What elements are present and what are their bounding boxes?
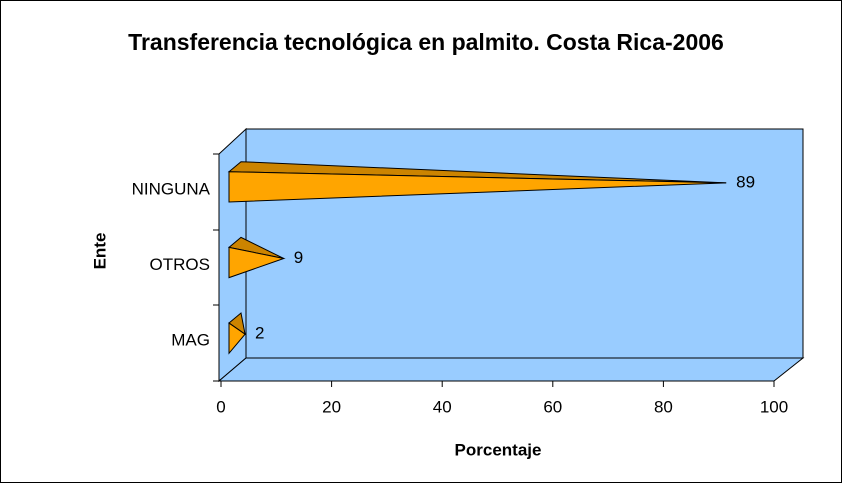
bar bbox=[227, 161, 727, 203]
chart-title: Transferencia tecnológica en palmito. Co… bbox=[128, 29, 724, 55]
x-tick-label: 100 bbox=[760, 397, 788, 416]
data-label: 2 bbox=[255, 324, 264, 343]
back-wall bbox=[245, 128, 804, 359]
data-label: 9 bbox=[294, 248, 303, 267]
x-axis-title: Porcentaje bbox=[455, 440, 542, 459]
x-tick-label: 60 bbox=[543, 397, 562, 416]
y-tick-label: OTROS bbox=[150, 255, 210, 274]
bar-front-face bbox=[228, 246, 286, 279]
x-tick-label: 40 bbox=[433, 397, 452, 416]
x-tick-label: 0 bbox=[216, 397, 225, 416]
y-tick-label: MAG bbox=[171, 331, 210, 350]
floor bbox=[217, 357, 805, 382]
bar bbox=[227, 236, 286, 279]
data-label: 89 bbox=[736, 172, 755, 191]
bar-front-face bbox=[228, 171, 727, 203]
x-tick-label: 20 bbox=[322, 397, 341, 416]
y-tick-label: NINGUNA bbox=[132, 179, 211, 198]
x-tick-label: 80 bbox=[654, 397, 673, 416]
y-axis-title: Ente bbox=[90, 233, 109, 270]
bar bbox=[228, 312, 246, 355]
bar-front-face bbox=[228, 322, 246, 355]
